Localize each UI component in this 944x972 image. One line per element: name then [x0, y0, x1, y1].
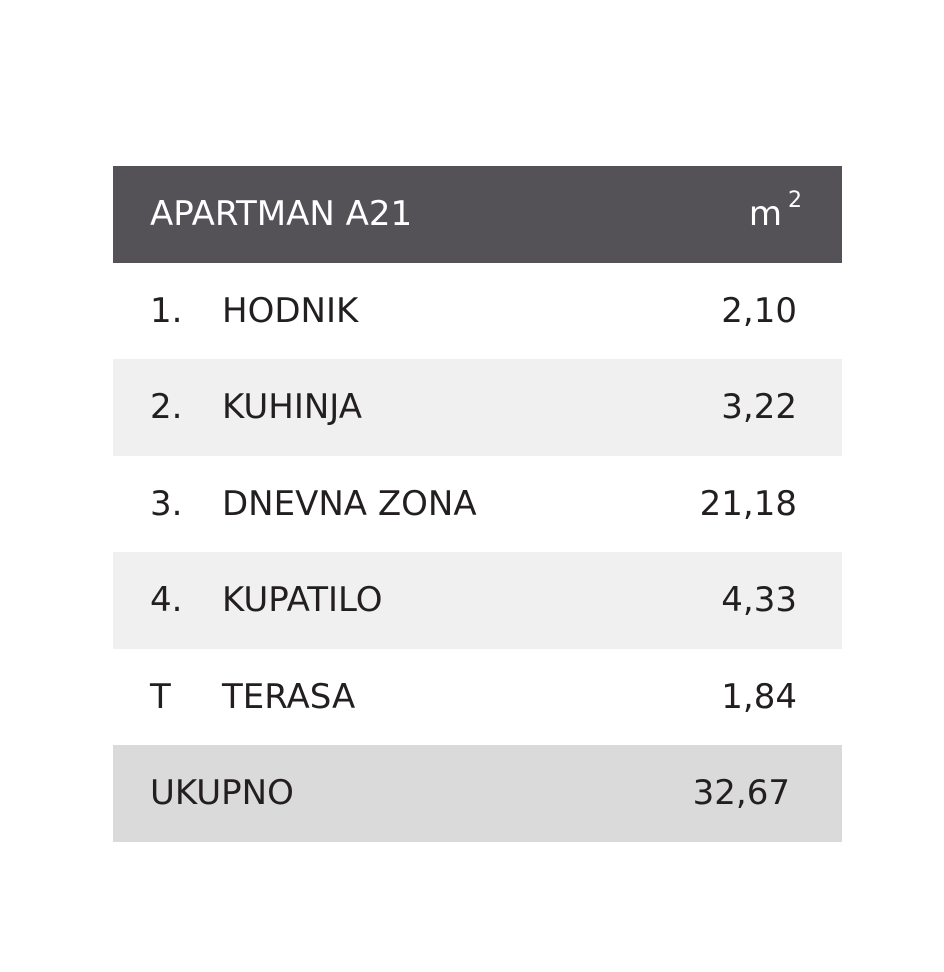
room-name: HODNIK — [222, 290, 359, 331]
room-area: 21,18 — [699, 483, 797, 524]
unit-base: m — [748, 194, 782, 235]
row-number: 4. — [150, 580, 183, 621]
room-name: DNEVNA ZONA — [222, 483, 477, 524]
table-row: 3. DNEVNA ZONA 21,18 — [113, 456, 842, 553]
row-number: 3. — [150, 483, 183, 524]
total-label: UKUPNO — [150, 773, 294, 814]
row-number: T — [150, 676, 171, 717]
row-number: 2. — [150, 387, 183, 428]
header-title: APARTMAN A21 — [150, 194, 413, 235]
room-area: 1,84 — [721, 676, 797, 717]
room-name: KUPATILO — [222, 580, 383, 621]
room-name: KUHINJA — [222, 387, 362, 428]
row-number: 1. — [150, 290, 183, 331]
table-row: T TERASA 1,84 — [113, 649, 842, 746]
room-name: TERASA — [222, 676, 356, 717]
table-row: 4. KUPATILO 4,33 — [113, 552, 842, 649]
room-area: 3,22 — [721, 387, 797, 428]
total-row: UKUPNO 32,67 — [113, 745, 842, 842]
room-area: 2,10 — [721, 290, 797, 331]
table-row: 1. HODNIK 2,10 — [113, 263, 842, 360]
total-value: 32,67 — [692, 773, 790, 814]
table-row: 2. KUHINJA 3,22 — [113, 359, 842, 456]
unit-exponent: 2 — [788, 188, 802, 214]
room-area: 4,33 — [721, 580, 797, 621]
